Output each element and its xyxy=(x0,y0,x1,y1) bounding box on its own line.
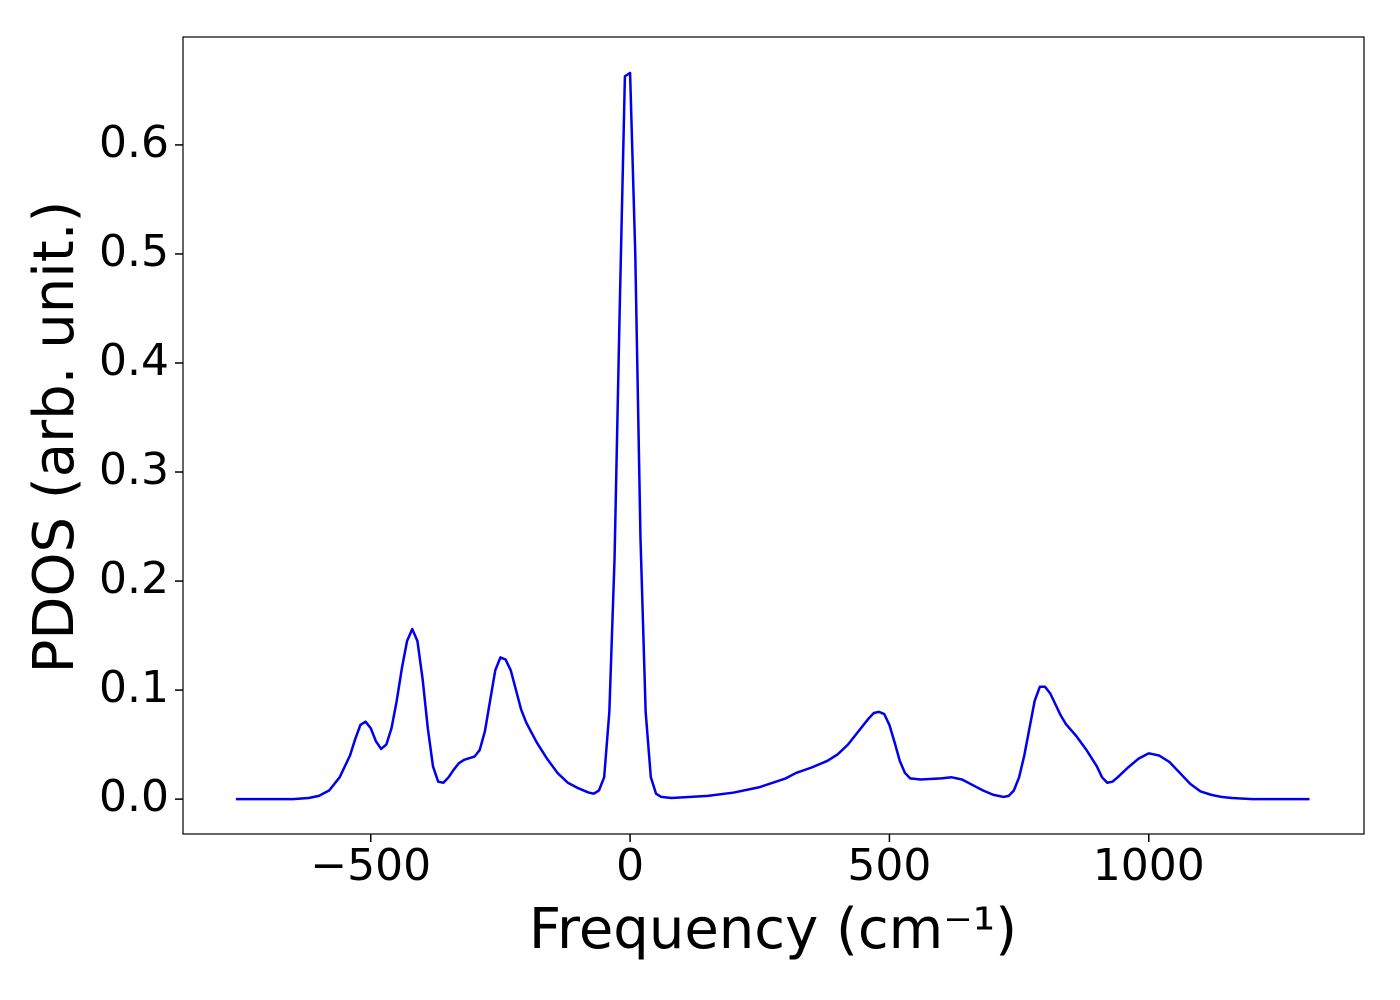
y-tick-label: 0.5 xyxy=(99,226,169,277)
y-tick-label: 0.2 xyxy=(99,553,169,604)
y-tick-label: 0.3 xyxy=(99,444,169,495)
y-tick-label: 0.4 xyxy=(99,335,169,386)
x-axis-label: Frequency (cm⁻¹) xyxy=(529,897,1017,962)
y-tick-label: 0.1 xyxy=(99,662,169,713)
x-tick-label: 1000 xyxy=(1093,840,1205,891)
x-tick-label: 500 xyxy=(847,840,931,891)
x-tick-label: 0 xyxy=(616,840,644,891)
x-tick-label: −500 xyxy=(310,840,431,891)
y-tick-label: 0.0 xyxy=(99,771,169,822)
data-line xyxy=(235,71,1310,801)
y-tick-label: 0.6 xyxy=(99,117,169,168)
plot-frame xyxy=(182,36,1365,835)
y-axis-label: PDOS (arb. unit.) xyxy=(22,201,87,674)
